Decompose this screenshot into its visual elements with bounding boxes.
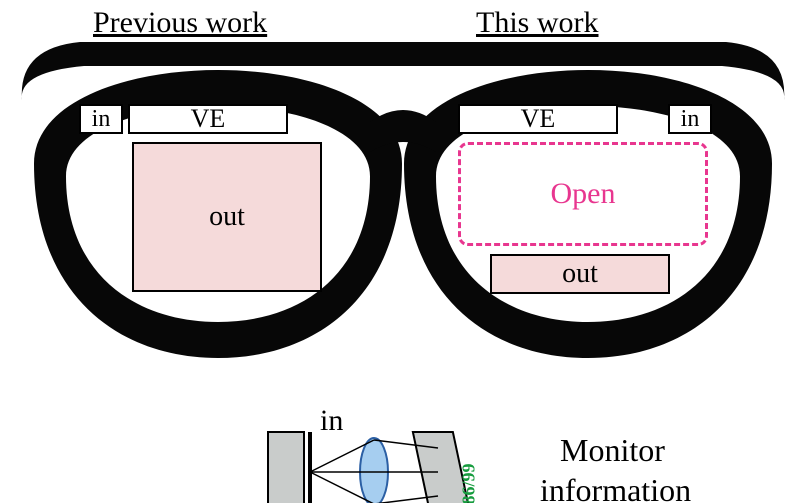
optics-in-label: in (320, 404, 343, 438)
monitor-text-line1: Monitor (560, 432, 665, 469)
diagram-stage: { "headers":{ "left":"Previous work", "r… (0, 0, 806, 503)
monitor-text-line2: information (540, 472, 691, 503)
vertical-green-numbers: /86/99 (459, 463, 480, 503)
optics-schematic (0, 0, 806, 503)
